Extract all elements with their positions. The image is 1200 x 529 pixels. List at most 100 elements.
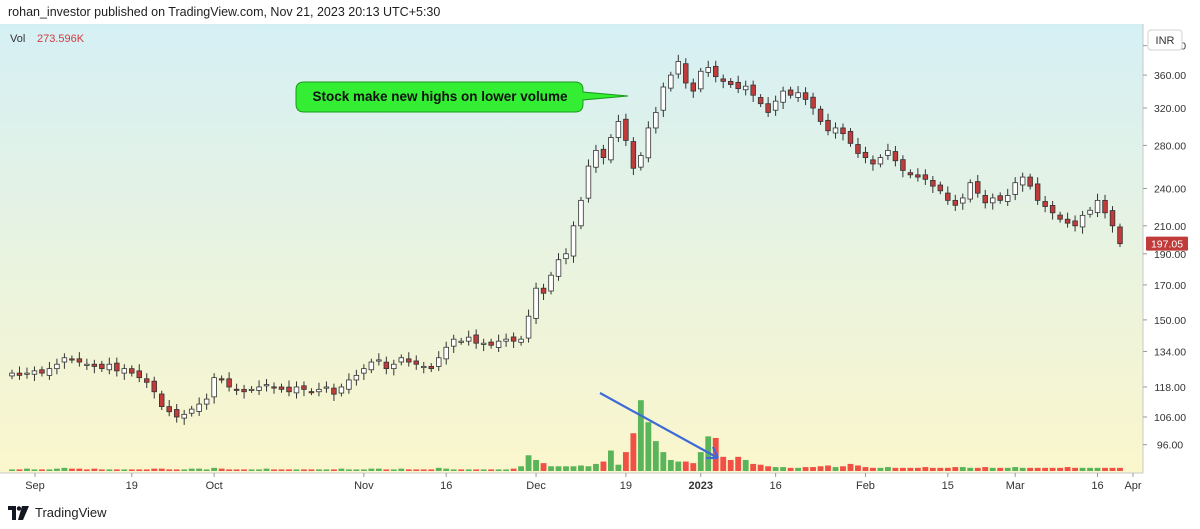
volume-bar xyxy=(772,467,779,471)
volume-bar xyxy=(46,469,53,471)
time-tick-label: 2023 xyxy=(689,480,713,492)
last-price-tag: 197.05 xyxy=(1146,236,1188,251)
candle-body xyxy=(892,151,899,162)
candle-body xyxy=(91,363,98,367)
candle-body xyxy=(907,172,914,176)
candle-body xyxy=(233,388,240,391)
volume-bar xyxy=(742,459,749,471)
volume-bar xyxy=(233,469,240,471)
candle-body xyxy=(331,387,337,395)
candle-body xyxy=(218,378,225,381)
volume-bar xyxy=(870,467,876,471)
volume-bar xyxy=(1072,467,1079,471)
candle-body xyxy=(181,413,187,419)
candle-body xyxy=(772,100,779,111)
candle-body xyxy=(720,78,726,82)
volume-bar xyxy=(1094,467,1101,471)
candle-body xyxy=(488,341,494,346)
candle-body xyxy=(46,368,53,376)
volume-bar xyxy=(817,466,824,471)
volume-bar xyxy=(1109,467,1116,471)
candle-body xyxy=(9,372,15,377)
candle-body xyxy=(922,174,929,180)
candle-body xyxy=(166,406,172,413)
candle-body xyxy=(982,195,988,204)
volume-bar xyxy=(525,455,532,471)
time-axis: Sep 19 Oct Nov 16 Dec 19 2023 16 Feb 15 Mar 16 Apr xyxy=(25,473,1142,492)
volume-bar xyxy=(997,467,1004,471)
volume-bar xyxy=(989,467,996,471)
candle-body xyxy=(757,97,764,105)
candle-body xyxy=(945,192,951,201)
volume-bar xyxy=(128,469,135,471)
candle-body xyxy=(787,89,794,96)
volume-bar xyxy=(271,469,277,471)
candle-body xyxy=(600,148,607,159)
volume-bar xyxy=(211,467,218,471)
volume-bar xyxy=(143,469,150,471)
candle-body xyxy=(391,363,397,370)
candle-body xyxy=(1019,176,1026,186)
candle-body xyxy=(398,357,405,363)
volume-bar xyxy=(615,464,622,471)
volume-bar xyxy=(61,467,68,471)
volume-bar xyxy=(1064,467,1071,471)
candle-body xyxy=(1042,201,1048,207)
volume-label: Vol xyxy=(10,33,25,45)
candle-body xyxy=(106,363,113,371)
candle-body xyxy=(121,368,128,374)
candle-body xyxy=(608,137,614,161)
volume-bar xyxy=(959,467,966,471)
candle-body xyxy=(436,357,442,367)
volume-bar xyxy=(682,461,689,471)
candle-body xyxy=(271,386,277,389)
volume-bar xyxy=(540,463,547,471)
volume-bar xyxy=(106,469,113,471)
candle-body xyxy=(1102,199,1108,214)
time-tick-label: Apr xyxy=(1124,480,1141,492)
candle-body xyxy=(1057,214,1063,220)
volume-bar xyxy=(555,466,562,471)
volume-bar xyxy=(450,469,457,471)
candle-body xyxy=(256,386,262,391)
candle-body xyxy=(323,386,330,389)
volume-bar xyxy=(24,468,30,471)
volume-bar xyxy=(922,467,929,471)
time-tick-label: Mar xyxy=(1006,480,1025,492)
volume-bar xyxy=(690,463,697,471)
volume-bar xyxy=(9,469,15,471)
volume-bar xyxy=(308,469,315,471)
candle-body xyxy=(301,385,307,390)
volume-bar xyxy=(226,469,233,471)
candle-body xyxy=(353,374,360,381)
candle-body xyxy=(383,361,390,370)
candle-body xyxy=(847,131,854,144)
volume-bar xyxy=(480,469,487,471)
candle-body xyxy=(555,259,562,277)
candle-body xyxy=(263,384,270,387)
volume-bar xyxy=(548,466,554,471)
candle-body xyxy=(510,336,517,342)
volume-bar xyxy=(937,467,944,471)
volume-bar xyxy=(166,469,173,471)
candle-body xyxy=(61,357,68,363)
candle-body xyxy=(540,287,547,294)
volume-bar xyxy=(533,459,539,471)
chart-canvas[interactable]: 400.00360.00320.00280.00240.00210.00190.… xyxy=(0,24,1200,500)
last-price-box xyxy=(1146,236,1188,251)
volume-bar xyxy=(503,469,510,471)
volume-bar xyxy=(398,468,405,471)
candle-body xyxy=(742,85,749,91)
candle-body xyxy=(765,103,771,113)
volume-bar xyxy=(113,469,120,471)
candle-body xyxy=(495,340,502,348)
candle-body xyxy=(473,334,479,344)
volume-bar xyxy=(899,467,906,471)
candle-body xyxy=(525,315,532,339)
candle-body xyxy=(870,159,876,165)
volume-bar xyxy=(458,469,465,471)
currency-button[interactable] xyxy=(1147,29,1183,51)
volume-bar xyxy=(802,467,809,471)
volume-bar xyxy=(345,469,352,471)
price-chart[interactable]: 400.00360.00320.00280.00240.00210.00190.… xyxy=(0,24,1200,500)
